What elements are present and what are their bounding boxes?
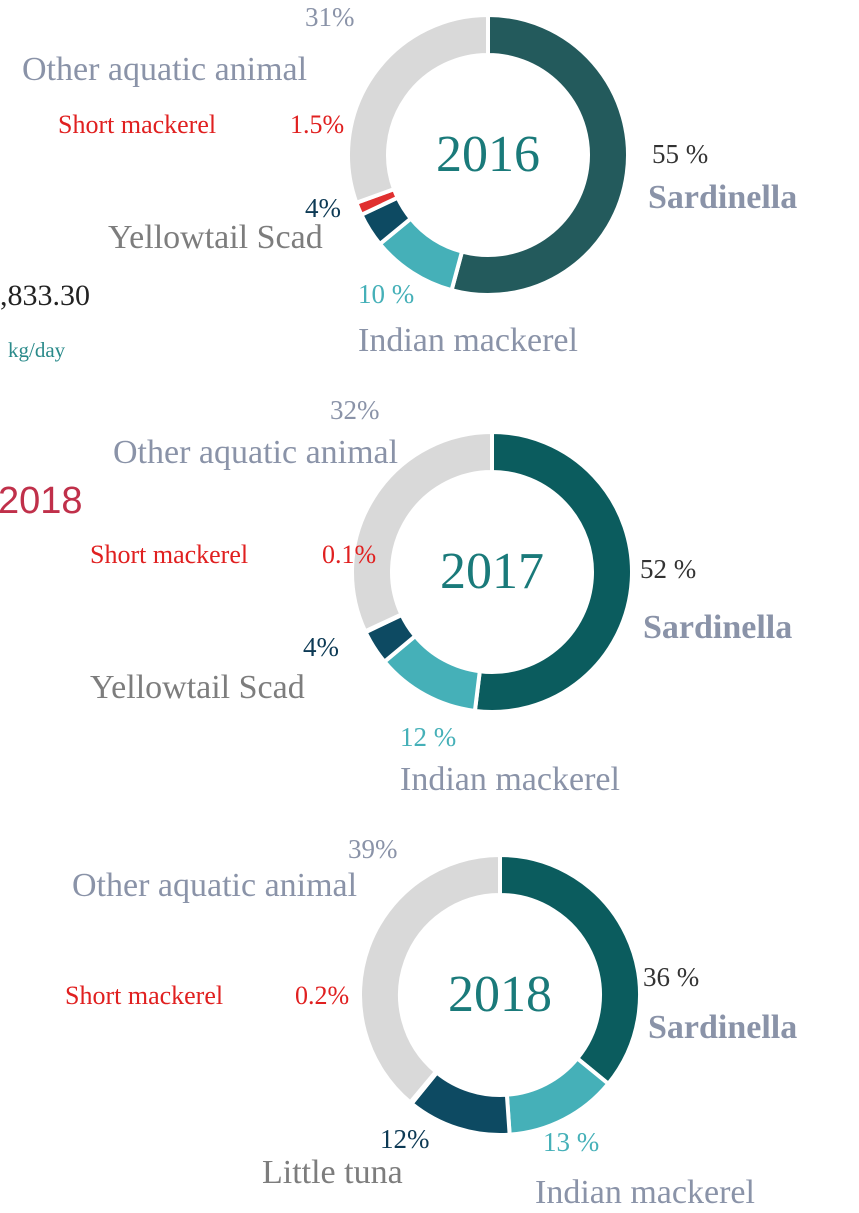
value-label: 12% [380,1124,430,1154]
value-label: 0.1% [322,540,376,569]
category-label: Indian mackerel [400,761,620,798]
category-label: Other aquatic animal [113,434,398,471]
center-label: 2016 [436,126,540,183]
donut-segment [472,429,634,714]
donut-segment [358,852,502,1106]
donut-segment [346,12,490,206]
category-label: Little tuna [262,1154,403,1191]
donut-segment [449,12,630,297]
category-label: Short mackerel [58,110,216,139]
side-value: ,833.30 [0,279,90,312]
category-label: Short mackerel [90,540,248,569]
side-unit: kg/day [8,338,66,362]
value-label: 1.5% [290,110,344,139]
value-label: 32% [330,395,380,425]
center-label: 2017 [440,543,544,600]
value-label: 55 % [652,139,708,169]
category-label: Yellowtail Scad [90,669,305,706]
category-label: Sardinella [648,1009,797,1046]
value-label: 39% [348,834,398,864]
value-label: 52 % [640,554,696,584]
category-label: Indian mackerel [535,1174,755,1211]
donut-segment [350,429,494,635]
category-label: Yellowtail Scad [108,219,323,256]
category-label: Sardinella [643,609,792,646]
donut-segment [498,852,642,1087]
category-label: Short mackerel [65,981,223,1010]
value-label: 12 % [400,722,456,752]
value-label: 31% [305,2,355,32]
side-year: 2018 [0,480,83,522]
value-label: 36 % [643,962,699,992]
value-label: 4% [305,193,341,223]
donut-segment [504,1055,612,1137]
value-label: 10 % [358,279,414,309]
center-label: 2018 [448,966,552,1023]
value-label: 0.2% [295,981,349,1010]
category-label: Other aquatic animal [72,867,357,904]
value-label: 13 % [543,1127,599,1157]
category-label: Sardinella [648,179,797,216]
value-label: 4% [303,632,339,662]
category-label: Indian mackerel [358,322,578,359]
category-label: Other aquatic animal [22,51,307,88]
